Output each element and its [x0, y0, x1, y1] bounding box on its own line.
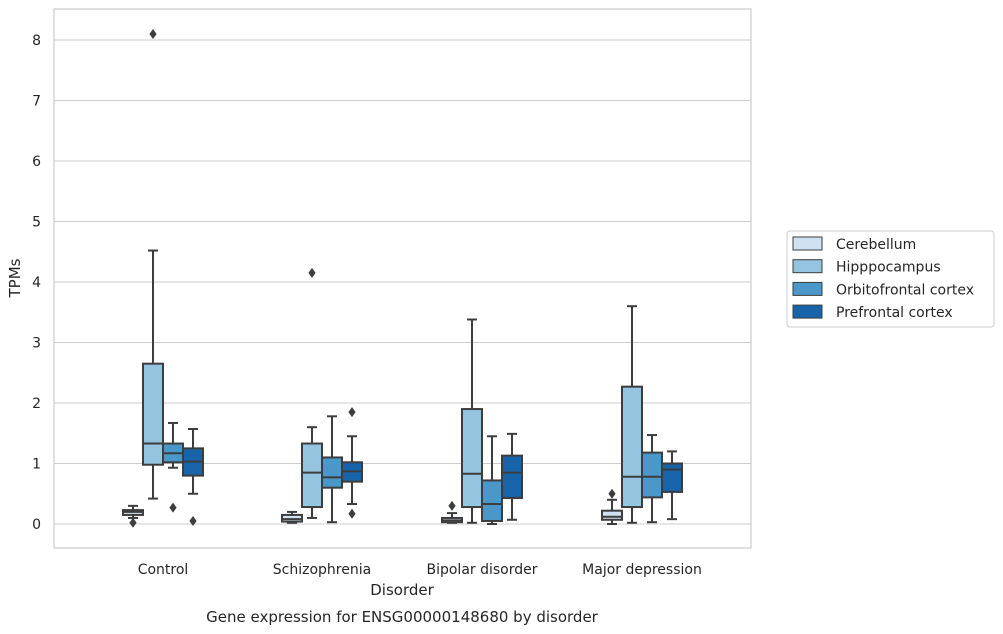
- box: [501, 454, 523, 499]
- box: [301, 442, 323, 509]
- y-tick-label: 1: [32, 457, 41, 473]
- outlier-point: [348, 508, 356, 519]
- x-tick-label: Schizophrenia: [273, 562, 371, 578]
- grid-lines: [54, 39, 751, 525]
- outlier-point: [169, 502, 177, 513]
- box-group: [142, 28, 164, 500]
- box: [142, 362, 164, 466]
- chart-caption: Gene expression for ENSG00000148680 by d…: [206, 608, 599, 626]
- plot-frame: [53, 8, 752, 549]
- x-axis-label: Disorder: [370, 581, 434, 599]
- legend-swatch: [792, 304, 823, 319]
- legend: Cerebellum Hipppocampus Orbitofrontal cort…: [786, 230, 995, 328]
- outlier-point: [348, 407, 356, 418]
- y-tick-label: 7: [32, 94, 41, 110]
- outlier-point: [149, 28, 157, 39]
- box-group: [601, 488, 623, 525]
- legend-label: Cerebellum: [836, 237, 916, 253]
- box: [601, 509, 623, 521]
- box-group: [162, 421, 184, 513]
- box-group: [301, 267, 323, 519]
- x-tick-label: Bipolar disorder: [426, 562, 537, 578]
- box-group: [281, 510, 303, 524]
- box-group: [441, 500, 463, 524]
- box-group: [461, 318, 483, 524]
- y-tick-label: 6: [32, 154, 41, 170]
- y-tick-label: 5: [32, 215, 41, 231]
- y-tick-label: 4: [32, 275, 41, 291]
- box: [661, 462, 683, 493]
- box-group: [122, 504, 144, 528]
- outlier-point: [608, 488, 616, 499]
- box: [461, 408, 483, 509]
- box-plot-series: [122, 28, 683, 528]
- legend-swatch: [792, 236, 823, 251]
- x-tick-label: Major depression: [582, 562, 702, 578]
- y-axis-ticks: 0 1 2 3 4 5 6 7 8: [32, 33, 41, 533]
- x-tick-label: Control: [138, 562, 189, 578]
- y-tick-label: 3: [32, 336, 41, 352]
- outlier-point: [129, 517, 137, 528]
- legend-label: Prefrontal cortex: [836, 305, 953, 321]
- box-group: [501, 432, 523, 521]
- legend-label: Orbitofrontal cortex: [836, 282, 974, 298]
- x-axis-ticks: Control Schizophrenia Bipolar disorder Majo…: [138, 562, 702, 578]
- y-tick-label: 0: [32, 517, 41, 533]
- outlier-point: [448, 500, 456, 511]
- box-group: [341, 407, 363, 519]
- box: [321, 456, 343, 489]
- y-axis-label: TPMs: [6, 258, 24, 298]
- box: [641, 451, 663, 499]
- y-tick-label: 8: [32, 33, 41, 49]
- box-group: [321, 415, 343, 524]
- outlier-point: [308, 267, 316, 278]
- outlier-point: [189, 515, 197, 526]
- box-group: [661, 450, 683, 521]
- box: [481, 479, 503, 522]
- box-group: [481, 435, 503, 525]
- legend-frame: [786, 230, 995, 328]
- legend-swatch: [792, 281, 823, 296]
- legend-swatch: [792, 259, 823, 274]
- box: [621, 385, 643, 509]
- legend-label: Hipppocampus: [836, 260, 941, 276]
- box-group: [182, 428, 204, 526]
- y-tick-label: 2: [32, 396, 41, 412]
- box-group: [621, 305, 643, 524]
- box-group: [641, 434, 663, 524]
